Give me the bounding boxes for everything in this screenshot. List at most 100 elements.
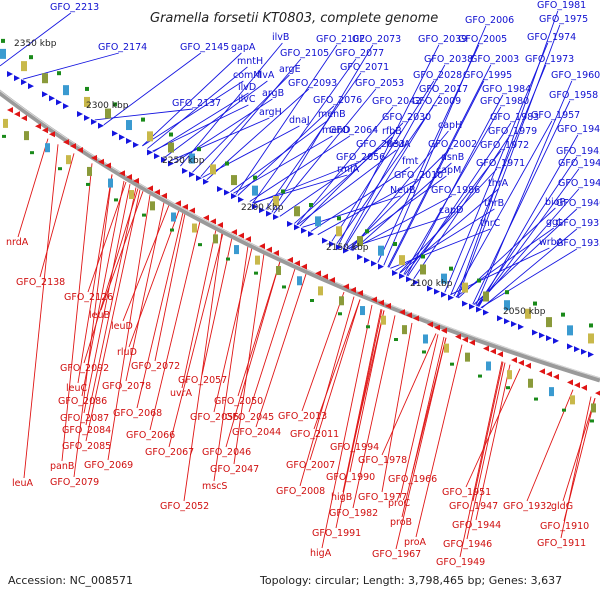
forward-gene-label: GFO_2002	[428, 139, 477, 150]
forward-gene-arrow	[182, 167, 188, 174]
forward-gene-arrow	[14, 75, 20, 82]
forward-gene-arrow	[504, 318, 510, 325]
forward-gene-arrow	[378, 263, 384, 270]
callout-line	[381, 322, 413, 493]
reverse-gene-arrow	[105, 162, 111, 169]
reverse-gene-arrow	[385, 302, 391, 309]
cog-box	[231, 175, 237, 186]
reverse-gene-label: GFO_2046	[202, 447, 251, 458]
rna-marker	[30, 151, 34, 155]
reverse-gene-label: GFO_2007	[286, 460, 335, 471]
rna-marker	[281, 189, 285, 194]
callout-line	[249, 135, 351, 202]
reverse-gene-arrow	[14, 111, 20, 118]
forward-gene-label: GFO_2003	[470, 54, 519, 65]
forward-gene-arrow	[392, 270, 398, 277]
cog-box	[21, 61, 27, 72]
reverse-gene-arrow	[497, 351, 503, 358]
cog-box	[294, 206, 300, 217]
reverse-gene-label: GFO_1966	[388, 474, 437, 485]
callout-line	[383, 25, 487, 266]
rna-marker	[449, 266, 453, 271]
forward-gene-label: GFO_2009	[412, 96, 461, 107]
callout-line	[255, 273, 307, 428]
accession-label: Accession: NC_008571	[8, 574, 133, 587]
forward-gene-arrow	[399, 273, 405, 280]
callout-line	[562, 397, 596, 502]
rna-marker	[113, 102, 117, 107]
reverse-gene-label: GFO_1932	[503, 501, 552, 512]
reverse-gene-label: mscS	[202, 481, 227, 492]
callout-line	[279, 149, 378, 217]
cog-box	[570, 395, 575, 405]
cog-box	[192, 223, 197, 233]
kbp-label-2300: 2300 kbp	[86, 101, 129, 111]
cog-box	[402, 325, 407, 335]
reverse-gene-arrow	[350, 286, 356, 293]
forward-gene-label: GFO_1937	[556, 218, 600, 229]
forward-gene-arrow	[168, 160, 174, 167]
forward-gene-arrow	[581, 348, 587, 355]
reverse-gene-label: GFO_2057	[178, 375, 227, 386]
callout-line	[475, 364, 511, 521]
callout-line	[153, 92, 249, 153]
rna-marker	[422, 350, 426, 354]
rna-marker	[561, 312, 565, 317]
callout-line	[317, 180, 416, 236]
reverse-gene-arrow	[147, 185, 153, 192]
reverse-gene-label: GFO_1977	[358, 492, 407, 503]
callout-line	[147, 66, 248, 149]
callout-line	[87, 181, 127, 293]
reverse-gene-arrow	[357, 290, 363, 297]
reverse-gene-arrow	[259, 243, 265, 250]
forward-gene-label: GFO_1960	[551, 70, 600, 81]
forward-gene-arrow	[448, 294, 454, 301]
cog-box	[357, 236, 363, 247]
callout-line	[481, 228, 578, 309]
forward-gene-arrow	[462, 300, 468, 307]
rna-marker	[393, 242, 397, 247]
forward-gene-label: thrB	[484, 198, 504, 209]
cog-box	[549, 387, 554, 397]
callout-line	[406, 94, 504, 276]
reverse-gene-arrow	[469, 339, 475, 346]
reverse-gene-label: GFO_1967	[372, 549, 421, 560]
cog-box	[339, 296, 344, 306]
forward-gene-label: comM	[233, 70, 262, 81]
forward-gene-arrow	[532, 329, 538, 336]
kbp-label-2350: 2350 kbp	[14, 39, 57, 49]
forward-gene-label: GFO_2073	[352, 34, 401, 45]
forward-gene-label: neuA	[386, 139, 411, 150]
forward-gene-label: GFO_1957	[531, 110, 580, 121]
cog-box	[24, 131, 29, 141]
reverse-gene-arrow	[483, 345, 489, 352]
forward-gene-arrow	[203, 178, 209, 185]
reverse-gene-arrow	[553, 373, 559, 380]
cog-box	[591, 403, 596, 413]
forward-gene-label: ggt	[546, 217, 562, 228]
cog-box	[276, 266, 281, 276]
callout-line	[142, 80, 244, 147]
rna-marker	[310, 299, 314, 303]
forward-gene-label: GFO_2071	[340, 62, 389, 73]
rna-marker	[589, 323, 593, 328]
cog-box	[546, 317, 552, 328]
forward-gene-label: GFO_2102	[316, 34, 365, 45]
cog-box	[171, 212, 176, 222]
forward-gene-arrow	[42, 91, 48, 98]
callout-line	[310, 166, 411, 232]
rna-marker	[394, 338, 398, 342]
rna-marker	[253, 175, 257, 180]
callout-line	[526, 389, 574, 502]
forward-gene-label: GFO_2028	[413, 70, 462, 81]
reverse-gene-arrow	[406, 312, 412, 319]
reverse-gene-arrow	[595, 390, 600, 396]
reverse-gene-arrow	[294, 260, 300, 267]
forward-gene-arrow	[7, 70, 13, 77]
forward-gene-label: rfbB	[382, 126, 402, 137]
callout-line	[180, 42, 283, 167]
reverse-gene-label: GFO_1994	[330, 442, 379, 453]
cog-box	[444, 343, 449, 353]
reverse-gene-label: GFO_1947	[449, 501, 498, 512]
